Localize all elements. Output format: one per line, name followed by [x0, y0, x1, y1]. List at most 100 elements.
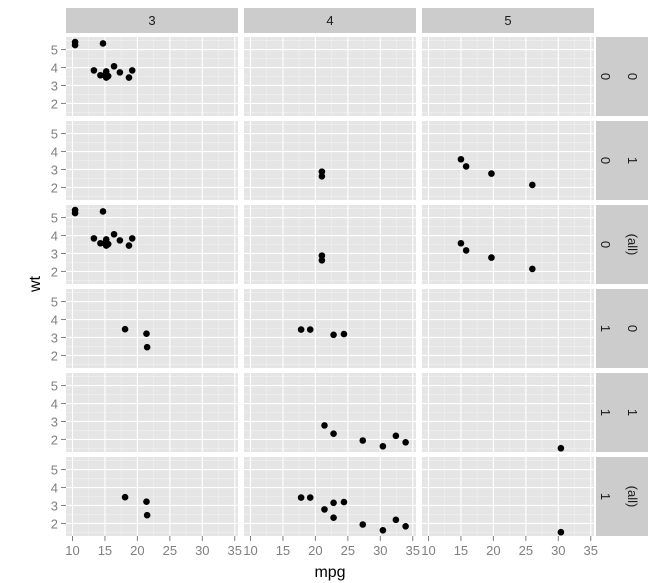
strips-layer: 3 4 5 0 0 0 1 0 (all) 1 0 1 1 1 (all): [66, 8, 648, 536]
row-strip: [596, 121, 648, 200]
y-tick-label: 3: [51, 162, 58, 177]
y-tick-label: 2: [51, 180, 58, 195]
data-point: [116, 69, 124, 76]
data-point: [379, 442, 387, 450]
x-tick-label: 35: [406, 543, 420, 558]
data-point: [340, 498, 348, 506]
x-tick-label: 30: [373, 543, 387, 558]
y-axis-title: wt: [27, 275, 44, 293]
data-point: [462, 163, 470, 170]
data-point: [402, 439, 409, 446]
column-strip-label: 5: [504, 13, 511, 28]
y-tick-label: 5: [51, 463, 58, 478]
data-point: [330, 430, 337, 437]
data-point: [529, 181, 536, 189]
data-point: [392, 516, 400, 524]
data-point: [402, 523, 409, 530]
data-point: [97, 239, 104, 247]
data-point: [462, 247, 470, 254]
x-tick-label: 15: [454, 543, 468, 558]
y-tick-label: 5: [51, 295, 58, 310]
y-tick-label: 2: [51, 264, 58, 279]
row-strip-label: 1: [598, 325, 613, 332]
data-point: [104, 72, 112, 80]
data-point: [71, 209, 79, 217]
x-axis-title: mpg: [314, 564, 345, 581]
data-point: [321, 422, 328, 429]
data-point: [330, 514, 337, 521]
data-point: [488, 254, 495, 261]
row-strip-label: 1: [625, 409, 640, 416]
row-strip-label: 0: [625, 73, 640, 80]
x-tick-label: 10: [65, 543, 79, 558]
data-point: [143, 511, 151, 519]
x-tick-label: 15: [98, 543, 112, 558]
data-point: [457, 239, 465, 247]
data-point: [71, 41, 79, 49]
y-tick-label: 5: [51, 43, 58, 58]
y-tick-label: 2: [51, 516, 58, 531]
data-point: [557, 528, 565, 536]
data-point: [306, 326, 314, 333]
row-strip-label: (all): [625, 486, 640, 508]
data-point: [110, 62, 118, 70]
data-point: [318, 173, 326, 180]
column-strip-label: 3: [148, 13, 155, 28]
x-tick-label: 15: [276, 543, 290, 558]
data-point: [125, 74, 133, 81]
data-point: [121, 493, 129, 501]
y-tick-label: 4: [51, 145, 58, 160]
data-point: [321, 506, 328, 513]
data-point: [116, 237, 124, 244]
row-strip: [596, 289, 648, 368]
data-point: [318, 168, 326, 175]
data-point: [318, 252, 326, 259]
data-point: [330, 331, 337, 339]
data-point: [90, 235, 98, 242]
x-tick-label: 25: [519, 543, 533, 558]
y-tick-label: 3: [51, 246, 58, 261]
x-tick-label: 10: [421, 543, 435, 558]
x-tick-label: 25: [341, 543, 355, 558]
data-point: [379, 526, 387, 534]
row-strip-label: 1: [598, 493, 613, 500]
data-point: [359, 437, 367, 444]
row-strip-label: (all): [625, 234, 640, 256]
x-tick-label: 25: [163, 543, 177, 558]
row-strip: [596, 37, 648, 116]
data-point: [104, 240, 112, 248]
data-point: [99, 40, 107, 47]
data-point: [529, 265, 536, 273]
data-point: [143, 330, 150, 338]
points-layer: [71, 38, 565, 536]
data-point: [457, 155, 465, 163]
data-point: [297, 494, 305, 501]
data-point: [557, 444, 565, 452]
row-strip: [596, 457, 648, 536]
row-strip-label: 0: [598, 241, 613, 248]
y-tick-label: 3: [51, 78, 58, 93]
data-point: [99, 208, 107, 215]
x-tick-label: 10: [243, 543, 257, 558]
row-strip-label: 1: [598, 409, 613, 416]
row-strip-label: 0: [598, 73, 613, 80]
data-point: [392, 432, 400, 440]
data-point: [110, 230, 118, 238]
x-tick-label: 30: [195, 543, 209, 558]
x-tick-label: 20: [486, 543, 500, 558]
data-point: [330, 499, 337, 507]
column-strip: [66, 8, 238, 33]
data-point: [143, 498, 150, 506]
x-tick-label: 35: [228, 543, 242, 558]
y-tick-label: 5: [51, 379, 58, 394]
row-strip-label: 0: [625, 325, 640, 332]
x-tick-label: 30: [551, 543, 565, 558]
x-tick-label: 35: [584, 543, 598, 558]
y-tick-label: 4: [51, 229, 58, 244]
y-tick-label: 3: [51, 414, 58, 429]
column-strip-label: 4: [326, 13, 333, 28]
row-strip-label: 1: [625, 157, 640, 164]
data-point: [318, 257, 326, 264]
